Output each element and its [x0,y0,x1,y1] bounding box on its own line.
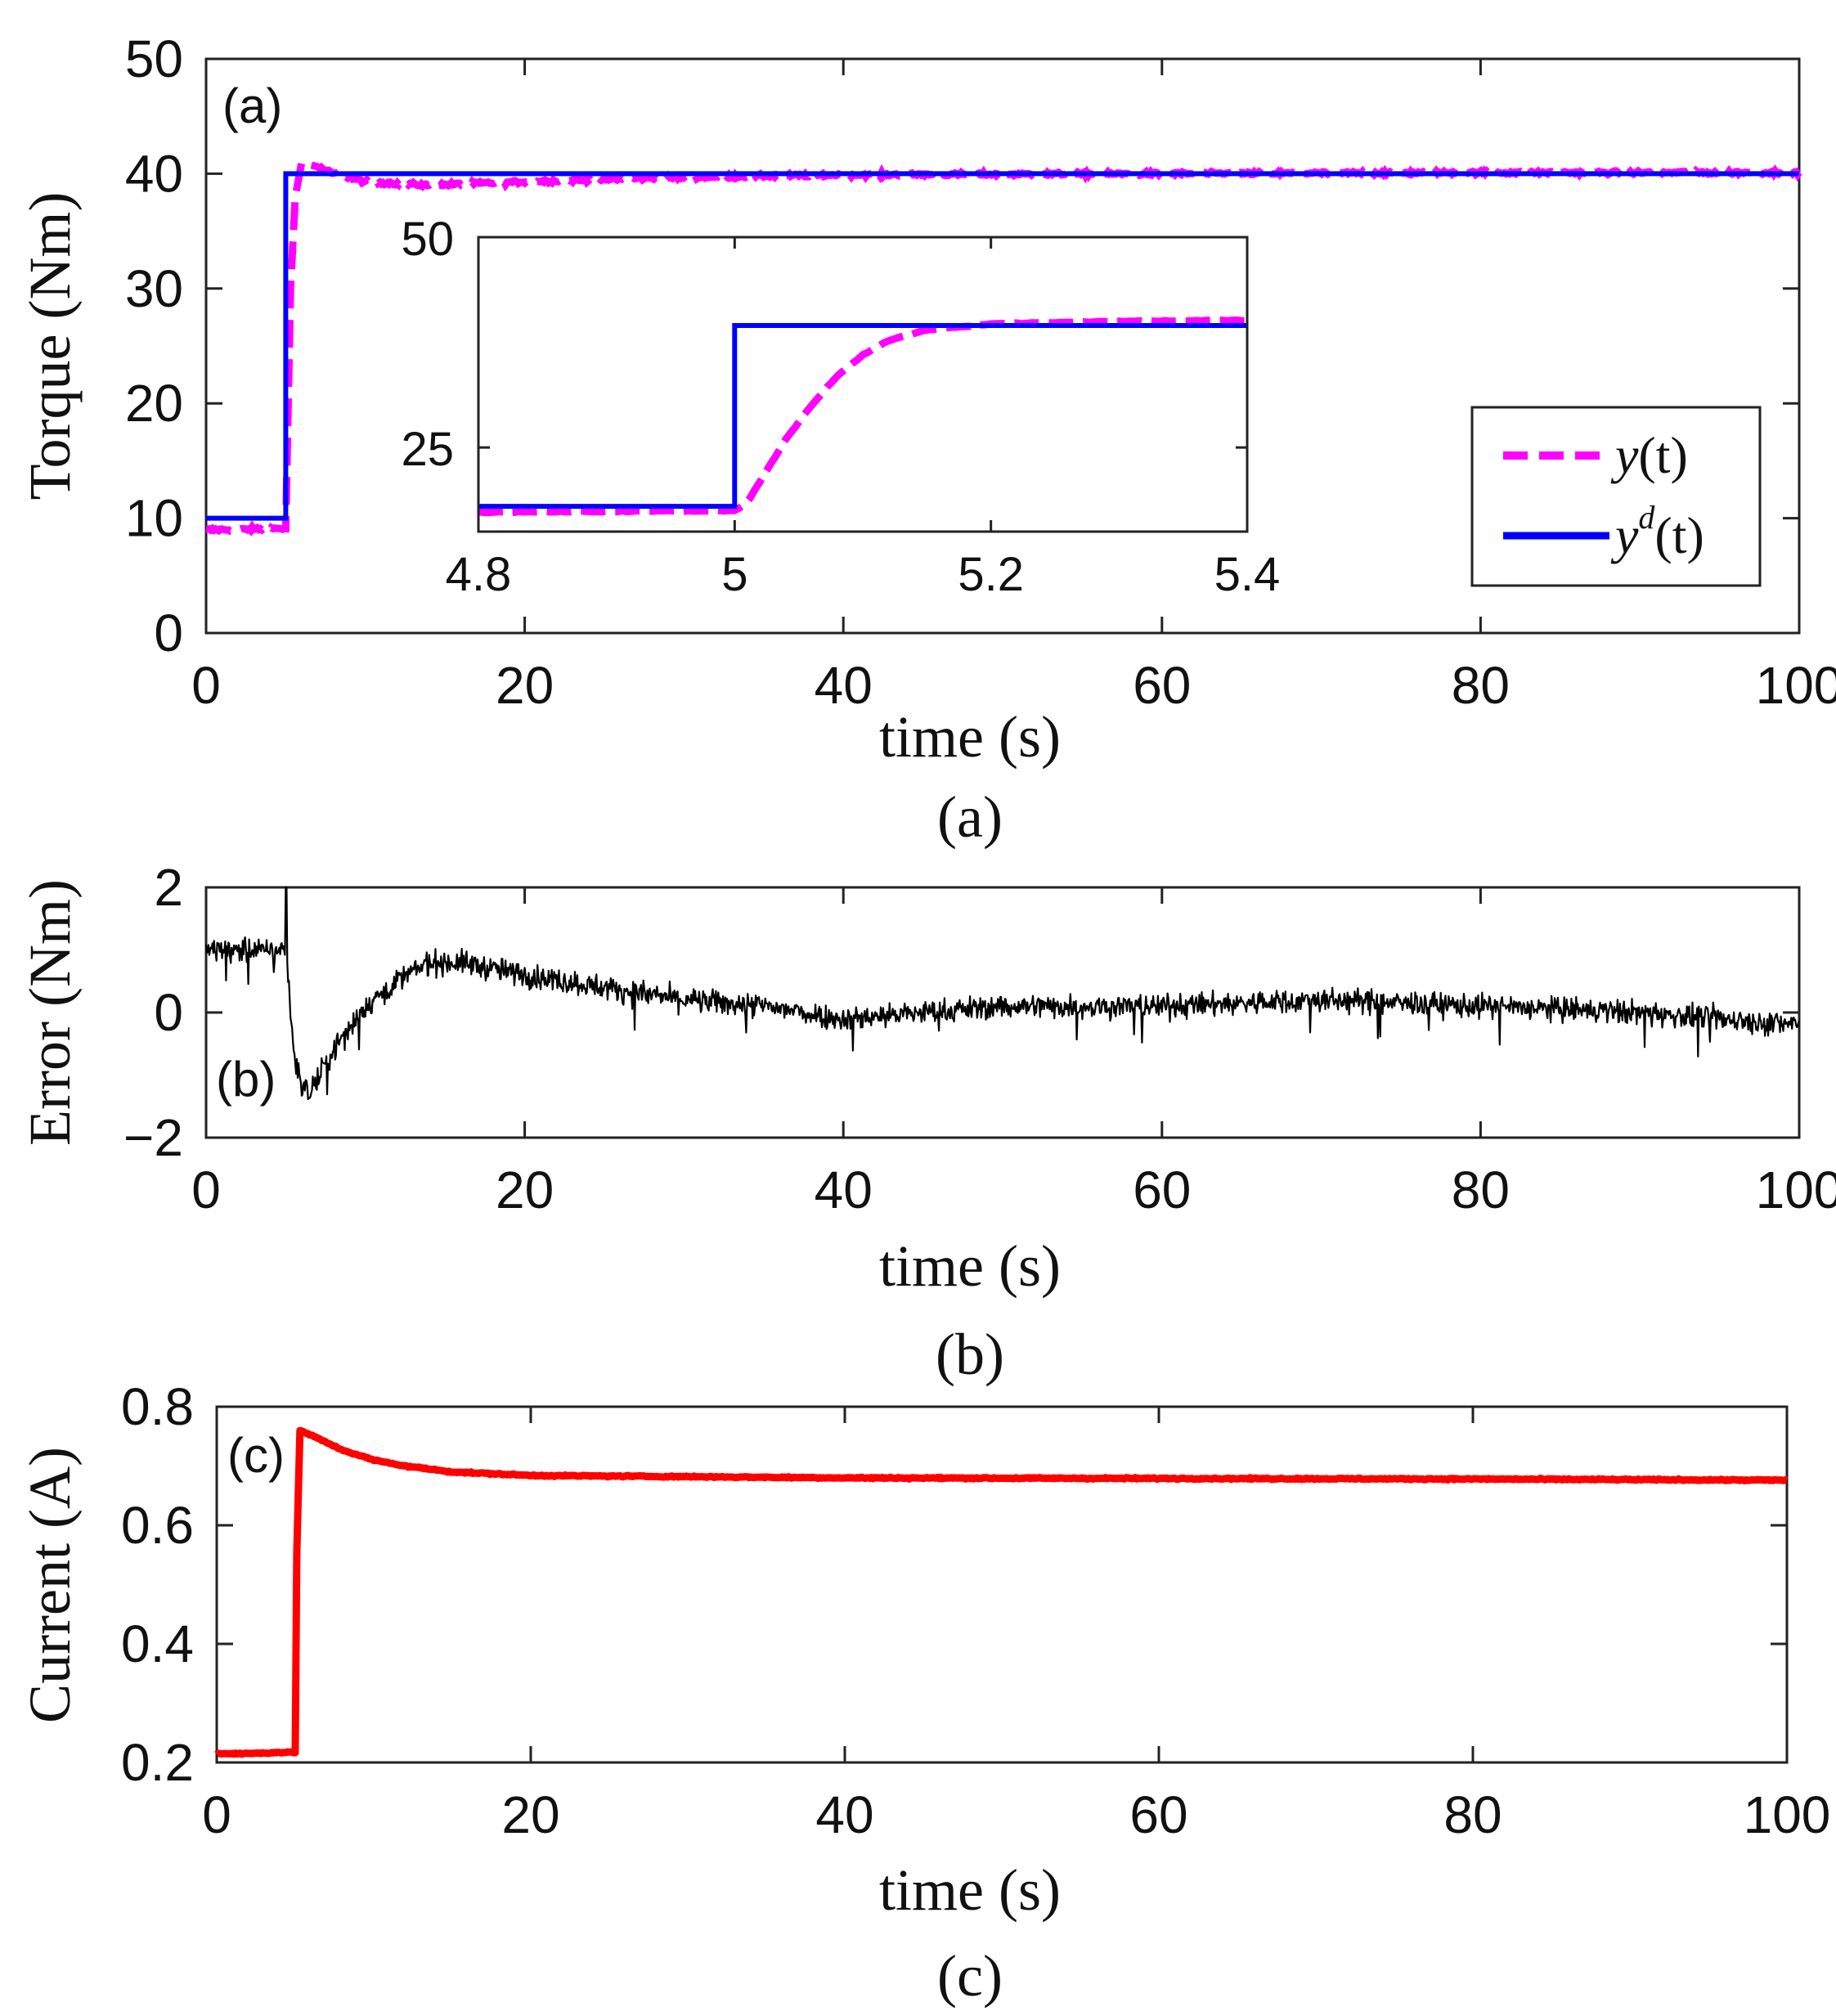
c-y-tick-label: 0.8 [121,1377,194,1436]
b-x-tick-label: 0 [191,1161,221,1219]
panel-a-caption: (a) [937,784,1003,850]
inset-y-tick-label: 50 [401,213,454,266]
a-x-tick-label: 20 [496,656,554,715]
legend-label-y: y(t) [1610,426,1688,484]
a-y-tick-label: 40 [125,144,183,203]
panel-c-y-tick-labels: 0.2 0.4 0.6 0.8 [121,1377,194,1792]
panel-c-caption: (c) [937,1943,1003,2009]
b-x-tick-label: 100 [1756,1161,1836,1219]
inset-x-tick-label: 5 [721,548,747,601]
a-y-tick-label: 0 [154,604,183,662]
c-y-tick-label: 0.4 [121,1614,194,1673]
panel-a-y-tick-labels: 0 10 20 30 40 50 [125,29,183,662]
panel-a-tag: (a) [222,79,282,133]
legend-label-yd-arg: (t) [1654,506,1704,564]
inset-series-yd-line [478,323,1247,510]
panel-a-legend: y(t) yd(t) [1470,406,1762,587]
panel-c-tag: (c) [227,1428,285,1483]
panel-b-ticks [204,886,1801,1139]
panel-a-series [205,157,1802,537]
b-x-tick-label: 20 [496,1161,554,1219]
panel-b-y-tick-labels: −2 0 2 [123,858,183,1167]
inset-x-tick-labels: 4.8 5 5.2 5.4 [446,548,1281,601]
panel-c-x-axis-label: time (s) [879,1857,1061,1923]
panel-a-inset: 4.8 5 5.2 5.4 25 50 [401,213,1280,601]
panel-b-x-axis-label: time (s) [879,1233,1061,1299]
b-y-tick-label: 2 [154,858,183,917]
panel-b-y-axis-label: Error (Nm) [17,879,83,1146]
legend-box [1470,406,1762,587]
a-y-tick-label: 20 [125,374,183,433]
a-y-tick-label: 50 [125,29,183,88]
panel-b-caption: (b) [936,1322,1004,1387]
panel-b-x-tick-labels: 0 20 40 60 80 100 [191,1161,1836,1219]
b-x-tick-label: 40 [815,1161,873,1219]
legend-label-y-arg: (t) [1638,426,1687,484]
a-y-tick-label: 30 [125,259,183,318]
series-yd-line [206,171,1799,521]
b-y-tick-label: −2 [123,1108,183,1167]
inset-y-tick-labels: 25 50 [401,213,454,476]
panel-c-x-tick-labels: 0 20 40 60 80 100 [202,1785,1830,1844]
c-x-tick-label: 100 [1744,1785,1831,1844]
inset-series-y-line [478,316,1247,517]
legend-label-yd: yd(t) [1610,499,1704,564]
a-y-tick-label: 10 [125,489,183,548]
inset-series [478,316,1247,517]
inset-y-tick-label: 25 [401,423,454,476]
panel-c-frame [215,1405,1789,1764]
inset-background [478,237,1247,532]
inset-x-tick-label: 5.2 [958,548,1024,601]
c-x-tick-label: 40 [815,1785,873,1844]
c-y-tick-label: 0.2 [121,1733,194,1792]
panel-a-y-axis-label: Torque (Nm) [17,192,83,501]
panel-a-frame [204,57,1801,635]
panel-b: 0 20 40 60 80 100 −202 (b) time (s) Error (Nm… [17,858,1836,1387]
b-x-tick-label: 60 [1133,1161,1191,1219]
panel-b-tag: (b) [216,1052,276,1107]
legend-label-y-base: y [1610,426,1639,484]
c-x-tick-label: 0 [202,1785,231,1844]
c-x-tick-label: 20 [501,1785,559,1844]
panel-b-series [204,886,1801,1101]
a-x-tick-label: 60 [1133,656,1191,715]
series-current-line [214,1426,1789,1758]
b-y-tick-label: 0 [154,983,183,1042]
panel-c-ticks [215,1405,1789,1764]
legend-label-yd-sup: d [1638,499,1655,536]
legend-label-yd-base: y [1610,506,1639,564]
a-x-tick-label: 80 [1452,656,1510,715]
a-x-tick-label: 0 [191,656,221,715]
panel-c-y-axis-label: Current (A) [17,1447,83,1723]
panel-c-series [214,1426,1789,1758]
panel-a: 0 20 40 60 80 100 0 10 20 30 40 50 (a) time (s) To… [17,29,1836,850]
inset-frame [477,236,1249,533]
c-x-tick-label: 60 [1129,1785,1187,1844]
series-error-line [204,886,1801,1101]
c-x-tick-label: 80 [1443,1785,1502,1844]
panel-a-x-tick-labels: 0 20 40 60 80 100 [191,656,1836,715]
a-x-tick-label: 40 [815,656,873,715]
c-y-tick-label: 0.6 [121,1496,194,1555]
inset-x-tick-label: 4.8 [446,548,512,601]
a-x-tick-label: 100 [1756,656,1836,715]
panel-a-x-axis-label: time (s) [879,704,1061,770]
panel-c: 0 20 40 60 80 100 0.2 0.4 0.6 0.8 (c) time (s) C… [17,1377,1830,2009]
b-x-tick-label: 80 [1452,1161,1510,1219]
inset-x-tick-label: 5.4 [1214,548,1281,601]
